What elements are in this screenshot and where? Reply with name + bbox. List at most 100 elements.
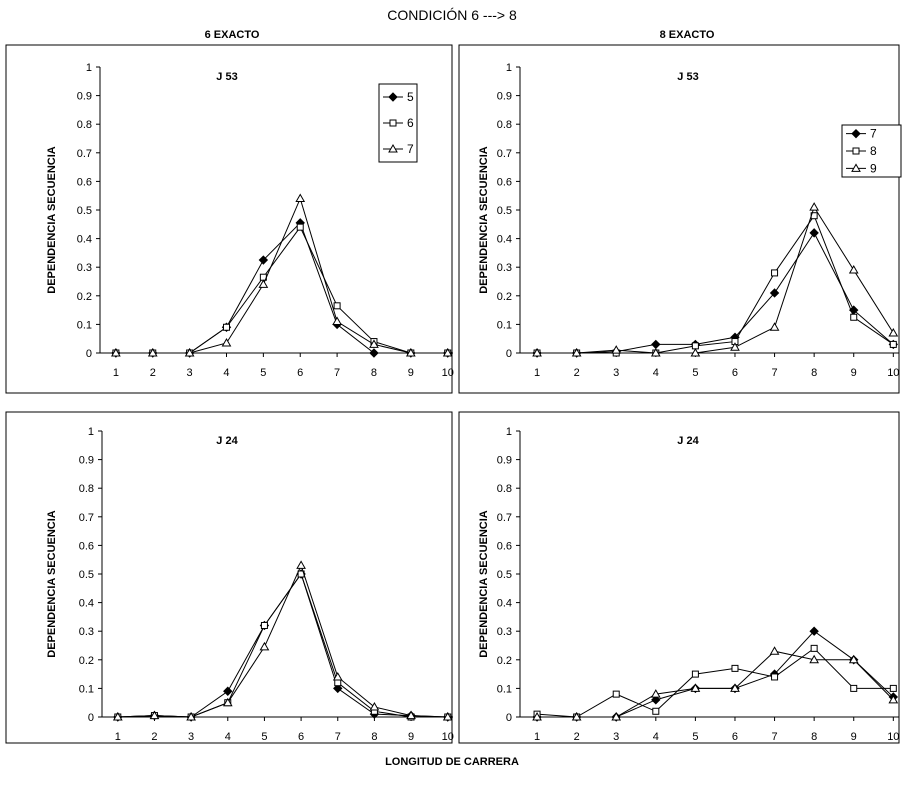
y-tick-label: 0.7 (497, 148, 512, 160)
series-5-point (333, 683, 343, 694)
series-9-point (690, 683, 701, 692)
series-8-point (771, 269, 779, 277)
series-8-point (771, 673, 779, 681)
series-8-point (612, 690, 620, 698)
series-7-point (809, 626, 819, 636)
x-tick-label: 8 (371, 367, 377, 379)
series-6-line (117, 572, 448, 718)
series-6-line (115, 226, 448, 354)
y-axis-label: DEPENDENCIA SECUENCIA (46, 146, 58, 294)
y-tick-label: 0.5 (79, 569, 94, 581)
x-tick-label: 7 (771, 367, 777, 379)
x-tick-label: 3 (187, 367, 193, 379)
series-9-line (537, 650, 894, 718)
series-7-point (222, 697, 233, 707)
x-tick-label: 4 (225, 731, 231, 743)
series-7-point (369, 701, 380, 711)
y-tick-label: 0.3 (497, 262, 512, 274)
x-tick-label: 8 (811, 731, 817, 743)
series-5-point (369, 348, 379, 358)
series-6-point (260, 621, 268, 629)
series-9-point (730, 342, 740, 351)
y-tick-label: 0.8 (497, 483, 512, 495)
series-5-point (223, 686, 233, 696)
x-tick-label: 3 (613, 731, 619, 743)
x-tick-label: 6 (297, 367, 303, 379)
y-tick-label: 0.3 (497, 626, 512, 638)
x-tick-label: 5 (261, 731, 267, 743)
y-tick-label: 0.2 (497, 655, 512, 667)
y-tick-label: 0.7 (79, 512, 94, 524)
y-tick-label: 0.2 (497, 291, 512, 303)
panel-frame (458, 411, 900, 744)
series-8-point (731, 664, 739, 672)
y-tick-label: 0.4 (79, 598, 94, 610)
series-6-point (222, 323, 230, 331)
legend-label: 5 (407, 90, 414, 104)
series-9-point (611, 711, 622, 721)
x-tick-label: 9 (851, 731, 857, 743)
y-tick-label: 0.1 (497, 319, 512, 331)
legend-marker (851, 128, 861, 139)
y-tick-label: 0.9 (79, 455, 94, 467)
series-8-point (652, 707, 660, 715)
chart-panel-top-left: 0 0.1 0.2 0.3 0.4 0.5 0.6 0.7 0.8 0.9 1 1 2 3 4 5 6 7 8 9 10… (5, 44, 454, 394)
y-tick-label: 1 (506, 426, 512, 438)
series-7-point (295, 193, 306, 203)
series-7-point (186, 711, 196, 721)
y-axis-label: DEPENDENCIA SECUENCIA (478, 146, 490, 294)
series-7-point (442, 347, 453, 357)
chart-panel-bottom-left: 0 0.1 0.2 0.3 0.4 0.5 0.6 0.7 0.8 0.9 1 1 2 3 4 5 6 7 8 9 10… (5, 411, 454, 744)
series-8-point (810, 644, 818, 652)
y-tick-label: 0.8 (79, 483, 94, 495)
legend-label: 7 (870, 127, 877, 141)
series-7-line (117, 564, 448, 718)
y-tick-label: 0.4 (77, 234, 92, 246)
y-tick-label: 0.6 (497, 540, 512, 552)
series-7-point (111, 347, 121, 357)
series-7-point (369, 339, 379, 348)
chart-title: J 24 (216, 435, 238, 447)
series-7-point (809, 228, 819, 238)
x-tick-label: 8 (811, 367, 817, 379)
y-tick-label: 0.7 (497, 512, 512, 524)
legend-marker (851, 163, 861, 172)
y-tick-label: 0.8 (77, 119, 92, 131)
series-7-point (332, 671, 343, 681)
x-tick-label: 10 (887, 731, 899, 743)
x-tick-label: 7 (335, 731, 341, 743)
x-tick-label: 9 (851, 367, 857, 379)
y-tick-label: 0.3 (77, 262, 92, 274)
x-tick-label: 8 (371, 731, 377, 743)
y-tick-label: 0 (86, 348, 92, 360)
series-9-point (571, 711, 582, 721)
series-8-point (850, 684, 858, 692)
legend: 7 8 9 (841, 124, 902, 178)
y-tick-label: 0.6 (497, 176, 512, 188)
y-tick-label: 0.1 (77, 319, 92, 331)
x-tick-label: 4 (653, 367, 659, 379)
x-tick-label: 6 (732, 367, 738, 379)
figure-title: CONDICIÓN 6 ---> 8 (387, 7, 517, 23)
x-tick-label: 3 (188, 731, 194, 743)
x-tick-label: 1 (113, 367, 119, 379)
chart-panel-bottom-right: 0 0.1 0.2 0.3 0.4 0.5 0.6 0.7 0.8 0.9 1 1 2 3 4 5 6 7 8 9 10… (458, 411, 900, 744)
series-9-point (848, 654, 859, 664)
figure-xlabel: LONGITUD DE CARRERA (385, 756, 519, 768)
series-8-line (537, 214, 894, 354)
y-tick-label: 0.7 (77, 148, 92, 160)
series-9-point (888, 694, 899, 704)
series-8-point (850, 313, 858, 321)
column-title-left: 6 EXACTO (205, 29, 260, 41)
series-9-point (532, 347, 542, 357)
x-tick-label: 6 (732, 731, 738, 743)
y-tick-label: 1 (506, 62, 512, 74)
y-tick-label: 0.2 (77, 291, 92, 303)
y-tick-label: 0.9 (497, 91, 512, 103)
series-7-point (258, 279, 269, 288)
series-7-point (769, 288, 780, 298)
series-7-point (651, 695, 661, 705)
series-7-point (442, 711, 453, 721)
series-9-point (848, 265, 859, 274)
series-7-point (147, 347, 158, 357)
